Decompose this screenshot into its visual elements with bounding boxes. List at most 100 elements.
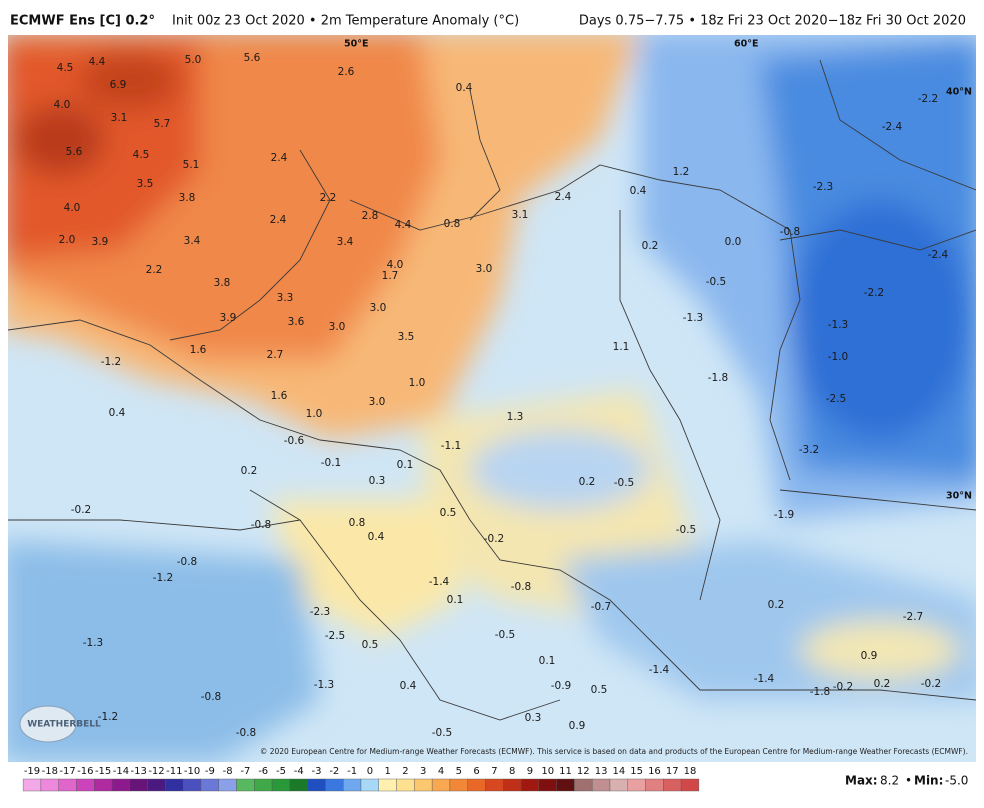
anomaly-label: 2.4 xyxy=(270,214,287,226)
colorbar-cell xyxy=(182,778,202,792)
colorbar-cell xyxy=(414,778,433,792)
anomaly-label: -1.2 xyxy=(101,356,122,368)
colorbar-tick-label: 10 xyxy=(541,766,554,777)
anomaly-label: 0.1 xyxy=(447,594,464,606)
colorbar-cell xyxy=(360,778,379,792)
model-name: ECMWF Ens [C] 0.2° xyxy=(10,14,155,29)
anomaly-label: 1.0 xyxy=(306,408,323,420)
anomaly-label: 3.4 xyxy=(337,236,354,248)
lon-label: 50°E xyxy=(344,39,368,50)
colorbar-cell xyxy=(663,778,682,792)
colorbar-cell xyxy=(254,778,273,792)
anomaly-label: 1.2 xyxy=(673,166,690,178)
colorbar-cell xyxy=(609,778,628,792)
anomaly-label: -1.0 xyxy=(828,351,849,363)
colorbar-cell xyxy=(165,778,184,792)
colorbar-tick-label: 15 xyxy=(630,766,643,777)
colorbar-tick-label: 1 xyxy=(384,766,390,777)
anomaly-label: 0.4 xyxy=(456,82,473,94)
anomaly-label: -1.8 xyxy=(810,686,831,698)
colorbar-tick-label: 18 xyxy=(684,766,697,777)
anomaly-label: -0.6 xyxy=(284,435,305,447)
anomaly-label: -0.5 xyxy=(676,524,697,536)
anomaly-label: 4.5 xyxy=(57,62,74,74)
colorbar-cell xyxy=(680,778,700,792)
anomaly-label: 0.5 xyxy=(362,639,379,651)
anomaly-label: 0.5 xyxy=(440,507,457,519)
anomaly-label: 3.1 xyxy=(512,209,529,221)
anomaly-label: -0.8 xyxy=(251,519,272,531)
anomaly-label: 1.6 xyxy=(190,344,207,356)
colorbar-tick-label: -10 xyxy=(184,766,200,777)
colorbar-cell xyxy=(147,778,166,792)
logo-badge xyxy=(19,705,77,743)
anomaly-label: 4.5 xyxy=(133,149,150,161)
colorbar-cell xyxy=(485,778,504,792)
logo: WEATHERBELL xyxy=(27,720,101,730)
anomaly-label: 3.8 xyxy=(179,192,196,204)
anomaly-label: 3.1 xyxy=(111,112,128,124)
anomaly-label: -0.8 xyxy=(236,727,257,739)
colorbar-tick-label: -8 xyxy=(223,766,233,777)
colorbar-tick-label: -12 xyxy=(148,766,164,777)
anomaly-label: 0.4 xyxy=(400,680,417,692)
anomaly-label: 0.2 xyxy=(768,599,785,611)
anomaly-label: -2.7 xyxy=(903,611,924,623)
colorbar-tick-label: -18 xyxy=(42,766,58,777)
anomaly-label: 3.5 xyxy=(137,178,154,190)
anomaly-label: 4.0 xyxy=(387,259,404,271)
anomaly-label: 0.2 xyxy=(241,465,258,477)
anomaly-label: 2.6 xyxy=(338,66,355,78)
anomaly-label: -0.8 xyxy=(201,691,222,703)
anomaly-label: 2.2 xyxy=(146,264,163,276)
colorbar-cell xyxy=(111,778,131,792)
anomaly-label: -0.5 xyxy=(432,727,453,739)
anomaly-label: 6.9 xyxy=(110,79,127,91)
colorbar-cell xyxy=(40,778,59,792)
colorbar-cell xyxy=(325,778,344,792)
colorbar-tick-label: 17 xyxy=(666,766,679,777)
anomaly-label: -2.2 xyxy=(864,287,885,299)
colorbar-tick-label: 6 xyxy=(473,766,479,777)
colorbar-cell xyxy=(396,778,415,792)
anomaly-label: -0.1 xyxy=(321,457,342,469)
colorbar-tick-label: 16 xyxy=(648,766,661,777)
anomaly-label: -0.2 xyxy=(921,678,942,690)
anomaly-label: 0.3 xyxy=(369,475,386,487)
anomaly-label: 3.0 xyxy=(369,396,386,408)
anomaly-label: -2.4 xyxy=(882,121,903,133)
anomaly-label: 0.0 xyxy=(725,236,742,248)
anomaly-label: -0.2 xyxy=(833,681,854,693)
anomaly-label: 3.9 xyxy=(92,236,109,248)
anomaly-label: 2.4 xyxy=(555,191,572,203)
anomaly-label: -1.3 xyxy=(83,637,104,649)
anomaly-label: -1.1 xyxy=(441,440,462,452)
anomaly-labels: 4.5 4.4 6.9 5.0 5.6 2.6 0.4 4.0 3.1 5.7 5.6 4.5 5.1 2… xyxy=(54,52,949,739)
anomaly-label: -2.3 xyxy=(813,181,834,193)
colorbar-tick-label: -4 xyxy=(294,766,304,777)
anomaly-label: -0.8 xyxy=(511,581,532,593)
anomaly-label: -0.9 xyxy=(551,680,572,692)
anomaly-label: 5.1 xyxy=(183,159,200,171)
colorbar-tick-label: -5 xyxy=(276,766,286,777)
anomaly-label: 4.4 xyxy=(89,56,106,68)
anomaly-label: 2.4 xyxy=(271,152,288,164)
period: Days 0.75−7.75 • 18z Fri 23 Oct 2020−18z… xyxy=(579,14,966,29)
anomaly-label: 3.0 xyxy=(329,321,346,333)
anomaly-label: -0.5 xyxy=(614,477,635,489)
colorbar-tick-label: 9 xyxy=(527,766,533,777)
anomaly-label: 1.0 xyxy=(409,377,426,389)
colorbar-tick-label: 13 xyxy=(595,766,608,777)
colorbar-tick-label: -7 xyxy=(240,766,250,777)
anomaly-label: -0.5 xyxy=(495,629,516,641)
colorbar-cell xyxy=(218,778,237,792)
colorbar-tick-label: -11 xyxy=(166,766,182,777)
anomaly-label: 0.1 xyxy=(397,459,414,471)
colorbar-cell xyxy=(76,778,95,792)
anomaly-label: 0.3 xyxy=(525,712,542,724)
anomaly-label: 3.6 xyxy=(288,316,305,328)
anomaly-label: -1.3 xyxy=(828,319,849,331)
colorbar-cell xyxy=(236,778,255,792)
anomaly-label: 0.9 xyxy=(569,720,586,732)
anomaly-label: 0.2 xyxy=(874,678,891,690)
